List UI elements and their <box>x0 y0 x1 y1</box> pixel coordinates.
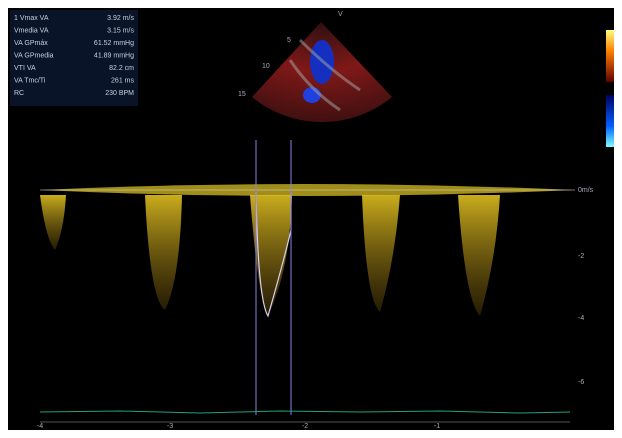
measurement-value: 230 BPM <box>105 90 134 97</box>
color-bar <box>606 95 614 147</box>
velocity-label: -2 <box>578 253 584 260</box>
time-label: -4 <box>37 423 43 430</box>
measurement-label: RC <box>14 90 24 97</box>
depth-label: 10 <box>262 63 270 70</box>
velocity-label: 0m/s <box>578 187 594 194</box>
measurement-label: VTI VA <box>14 65 36 72</box>
time-label: -3 <box>167 423 173 430</box>
color-bar <box>606 30 614 82</box>
measurement-value: 61.52 mmHg <box>94 40 134 47</box>
measurement-label: 1 Vmax VA <box>14 15 49 22</box>
depth-label: 15 <box>238 91 246 98</box>
measurement-label: VA Tmc/Ti <box>14 77 46 84</box>
time-label: -2 <box>302 423 308 430</box>
marker: V <box>338 11 343 18</box>
velocity-label: -6 <box>578 379 584 386</box>
measurement-value: 82.2 cm <box>109 65 134 72</box>
time-label: -1 <box>434 423 440 430</box>
measurement-value: 41.89 mmHg <box>94 52 134 59</box>
measurement-value: 3.15 m/s <box>107 27 134 34</box>
ultrasound-screen: 1 Vmax VA 3.92 m/s Vmedia VA 3.15 m/s VA GPm… <box>0 0 622 438</box>
measurement-value: 261 ms <box>111 77 134 84</box>
measurement-label: Vmedia VA <box>14 27 49 34</box>
measurement-label: VA GPmáx <box>14 40 48 47</box>
velocity-label: -4 <box>578 315 584 322</box>
measurement-label: VA GPmedia <box>14 52 54 59</box>
depth-label: 5 <box>287 37 291 44</box>
measurement-value: 3.92 m/s <box>107 15 134 22</box>
